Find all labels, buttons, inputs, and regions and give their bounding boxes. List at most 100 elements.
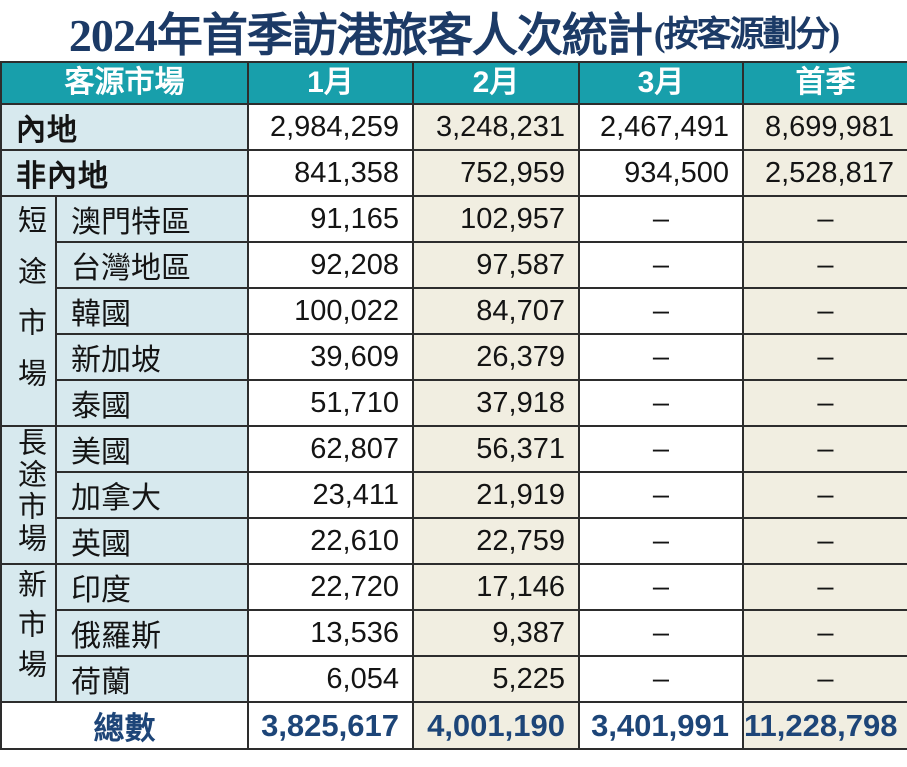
cell-value: 22,720 [247,563,414,611]
cell-value: 2,984,259 [247,103,414,151]
table-row-singapore: 新加坡 39,609 26,379 – – [1,333,907,381]
cell-value: – [742,471,907,519]
cell-value: 2,467,491 [578,103,744,151]
total-value: 11,228,798 [742,701,907,750]
group-label-new-markets: 新市場 [0,563,57,703]
cell-value: 6,054 [247,655,414,703]
page-title: 2024年首季訪港旅客人次統計 (按客源劃分) [0,0,907,61]
cell-value: 13,536 [247,609,414,657]
cell-value: 17,146 [412,563,580,611]
table-row-total: 總數 3,825,617 4,001,190 3,401,991 11,228,… [0,701,907,750]
cell-value: – [742,563,907,611]
cell-value: 21,919 [412,471,580,519]
row-label: 加拿大 [55,471,249,519]
cell-value: 26,379 [412,333,580,381]
group-label-short-haul: 短途市場 [0,195,57,427]
row-label: 印度 [55,563,249,611]
row-label: 新加坡 [55,333,249,381]
row-label: 俄羅斯 [55,609,249,657]
table-row-canada: 加拿大 23,411 21,919 – – [1,471,907,519]
cell-value: – [578,333,744,381]
column-header-quarter: 首季 [742,61,907,105]
group-label-text: 長途市場 [13,427,46,555]
cell-value: – [578,287,744,335]
group-label-text: 新市場 [13,569,46,689]
table-row-korea: 韓國 100,022 84,707 – – [1,287,907,335]
table-row-uk: 英國 22,610 22,759 – – [1,517,907,565]
cell-value: 56,371 [412,425,580,473]
row-label: 澳門特區 [55,195,249,243]
cell-value: 97,587 [412,241,580,289]
table-row-non-mainland: 非內地 841,358 752,959 934,500 2,528,817 [0,149,907,197]
cell-value: 3,248,231 [412,103,580,151]
cell-value: 22,759 [412,517,580,565]
cell-value: – [578,379,744,427]
total-value: 3,825,617 [247,701,414,750]
cell-value: 51,710 [247,379,414,427]
page-title-suffix: (按客源劃分) [653,15,840,54]
row-label: 韓國 [55,287,249,335]
row-label: 非內地 [0,149,249,197]
cell-value: – [742,379,907,427]
cell-value: 841,358 [247,149,414,197]
cell-value: 39,609 [247,333,414,381]
cell-value: – [578,195,744,243]
cell-value: 2,528,817 [742,149,907,197]
cell-value: – [578,241,744,289]
cell-value: 84,707 [412,287,580,335]
row-label: 美國 [55,425,249,473]
table-header-row: 客源市場 1月 2月 3月 首季 [0,61,907,105]
table-row-macau: 短途市場 澳門特區 91,165 102,957 – – [0,195,907,427]
cell-value: 22,610 [247,517,414,565]
column-header-feb: 2月 [412,61,580,105]
cell-value: – [742,517,907,565]
table-row-taiwan: 台灣地區 92,208 97,587 – – [1,241,907,289]
column-header-jan: 1月 [247,61,414,105]
cell-value: – [742,287,907,335]
cell-value: 934,500 [578,149,744,197]
table-row-russia: 俄羅斯 13,536 9,387 – – [1,609,907,657]
row-label: 內地 [0,103,249,151]
table-row-usa: 長途市場 美國 62,807 56,371 – – [0,425,907,565]
table-row-netherlands: 荷蘭 6,054 5,225 – – [1,655,907,703]
cell-value: 37,918 [412,379,580,427]
total-label: 總數 [0,701,249,750]
column-header-mar: 3月 [578,61,744,105]
cell-value: – [578,517,744,565]
cell-value: – [742,195,907,243]
row-label: 荷蘭 [55,655,249,703]
cell-value: 100,022 [247,287,414,335]
cell-value: 62,807 [247,425,414,473]
cell-value: 5,225 [412,655,580,703]
group-label-text: 短途市場 [13,205,46,409]
cell-value: – [578,655,744,703]
cell-value: 92,208 [247,241,414,289]
cell-value: 752,959 [412,149,580,197]
total-value: 4,001,190 [412,701,580,750]
cell-value: – [578,563,744,611]
column-header-market: 客源市場 [0,61,249,105]
group-label-long-haul: 長途市場 [0,425,57,565]
row-label: 泰國 [55,379,249,427]
page-title-main: 2024年首季訪港旅客人次統計 [68,9,653,61]
table-row-mainland: 內地 2,984,259 3,248,231 2,467,491 8,699,9… [0,103,907,151]
visitor-arrivals-table: 客源市場 1月 2月 3月 首季 內地 2,984,259 3,248,231 … [0,61,907,750]
cell-value: – [742,241,907,289]
cell-value: – [742,655,907,703]
table-row-thailand: 泰國 51,710 37,918 – – [1,379,907,427]
cell-value: – [742,333,907,381]
cell-value: 91,165 [247,195,414,243]
cell-value: 8,699,981 [742,103,907,151]
cell-value: – [578,609,744,657]
row-label: 台灣地區 [55,241,249,289]
row-label: 英國 [55,517,249,565]
table-row-india: 新市場 印度 22,720 17,146 – – [0,563,907,703]
cell-value: 102,957 [412,195,580,243]
cell-value: – [742,425,907,473]
cell-value: – [578,471,744,519]
cell-value: 9,387 [412,609,580,657]
cell-value: – [578,425,744,473]
cell-value: 23,411 [247,471,414,519]
cell-value: – [742,609,907,657]
